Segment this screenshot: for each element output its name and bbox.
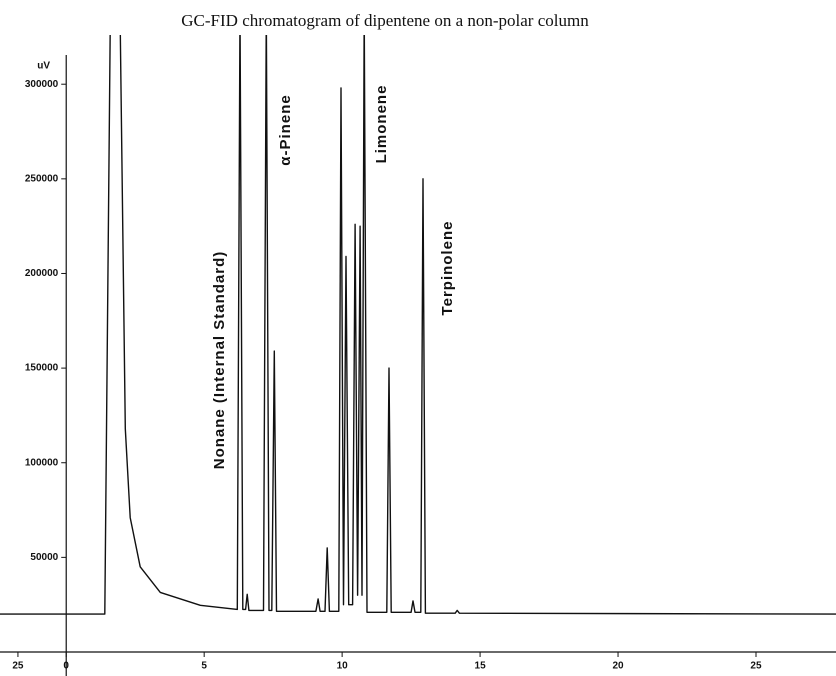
x-tick-label: 5	[201, 661, 207, 672]
axes: 50000 100000 150000 200000 250000 300000 25 0 5 1…	[0, 55, 836, 676]
y-tick-label: 100000	[25, 457, 59, 468]
peak-annotation: α-Pinene	[277, 94, 294, 165]
peak-annotation: Limonene	[373, 85, 390, 164]
x-tick-label: 20	[612, 661, 624, 672]
chart-title: GC-FID chromatogram of dipentene on a no…	[181, 11, 589, 30]
chromatogram-trace	[0, 35, 836, 615]
annotations: Nonane (Internal Standard) α-Pinene Limone…	[211, 85, 456, 470]
x-tick-label: 25	[12, 661, 24, 672]
x-tick-label: 25	[750, 661, 762, 672]
peak-annotation: Terpinolene	[439, 221, 456, 316]
x-tick-label: 0	[63, 661, 69, 672]
x-tick-label: 15	[475, 661, 487, 672]
y-tick-label: 300000	[25, 79, 59, 90]
y-unit: uV	[37, 61, 50, 72]
peak-annotation: Nonane (Internal Standard)	[211, 251, 228, 470]
y-tick-label: 150000	[25, 363, 59, 374]
y-tick-label: 250000	[25, 173, 59, 184]
y-tick-label: 50000	[30, 552, 58, 563]
trace-group	[0, 35, 836, 615]
x-tick-label: 10	[337, 661, 349, 672]
y-tick-label: 200000	[25, 268, 59, 279]
